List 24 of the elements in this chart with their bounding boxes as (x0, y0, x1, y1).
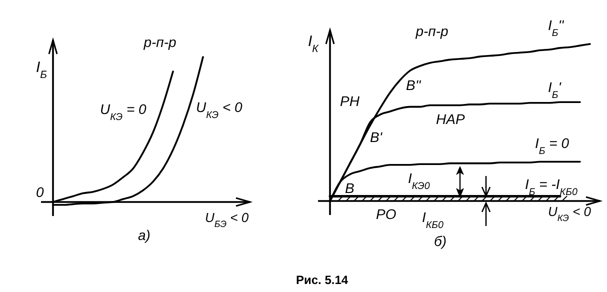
text: РО (376, 206, 396, 222)
x-axis-title: U$_{БЭ}$ < 0 (205, 210, 250, 229)
chart-title: р-п-р (142, 34, 177, 50)
series-label: I$_{Б}$ = -I$_{КБ0}$ (525, 176, 578, 198)
text: I$_{КБ0}$ (422, 209, 444, 230)
annotation: РН (340, 93, 360, 109)
series-label: I$_{Б}$'' (548, 17, 565, 38)
annotation: 0 (36, 184, 44, 200)
series-label: U$_{КЭ}$ = 0 (100, 101, 147, 122)
annotation: НАР (436, 111, 466, 127)
series-label: I$_{Б}$' (548, 79, 562, 100)
text: а) (138, 227, 150, 243)
series-label: I$_{Б}$ = 0 (535, 135, 570, 156)
y-axis-title: I$_{К}$ (308, 33, 320, 55)
text: Рис. 5.14 (296, 273, 348, 287)
x-axis-title: U$_{КЭ}$ < 0 (548, 204, 592, 223)
annotation: В (345, 180, 354, 196)
series-label: U$_{КЭ}$ < 0 (196, 99, 243, 120)
annotation: В' (370, 129, 384, 145)
chart-title: р-п-р (414, 23, 449, 39)
y-axis-title: I$_{Б}$ (36, 59, 48, 81)
annotation: В'' (406, 77, 422, 93)
annotation: I$_{КЭ0}$ (408, 170, 430, 192)
text: б) (434, 233, 447, 249)
